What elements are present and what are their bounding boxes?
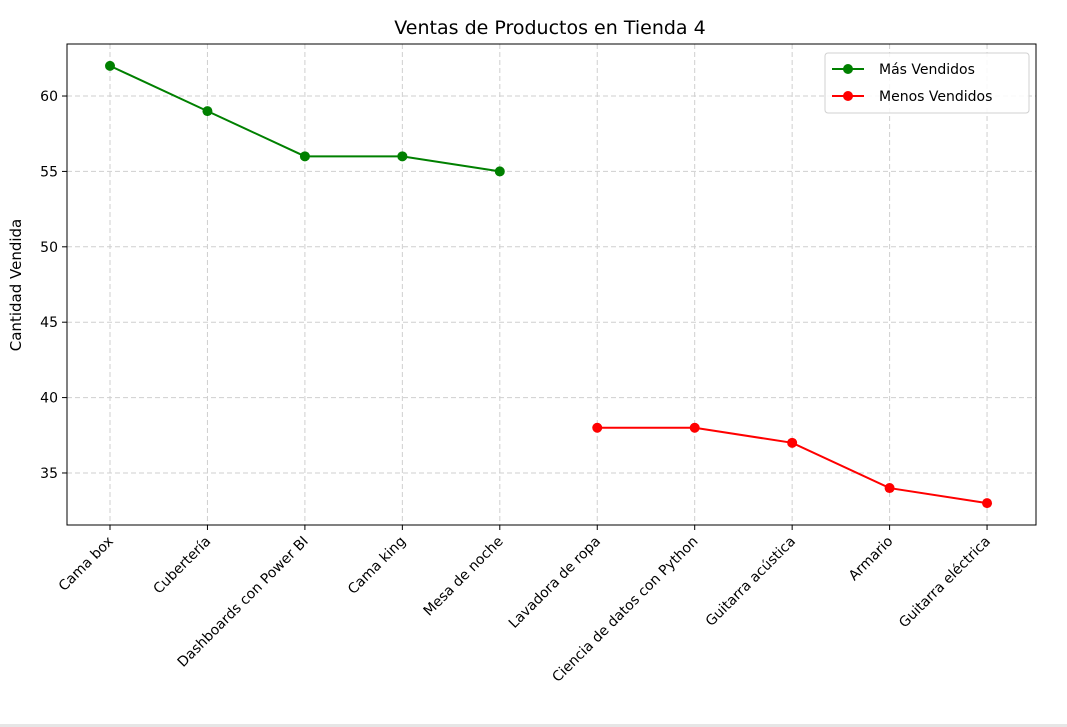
x-tick-label: Mesa de noche: [421, 534, 507, 620]
x-tick-label: Guitarra eléctrica: [896, 534, 994, 632]
grid: [67, 44, 1036, 525]
y-tick-label: 40: [40, 391, 58, 407]
data-point: [299, 151, 310, 162]
data-point: [982, 498, 993, 509]
window-bottom-edge: [0, 724, 1067, 727]
plot-series: [105, 60, 993, 509]
data-point: [884, 483, 895, 494]
x-tick-label: Guitarra acústica: [703, 534, 799, 630]
y-ticks: 35 40 45 50 55 60: [40, 89, 67, 482]
data-point: [202, 106, 213, 117]
y-tick-label: 45: [40, 315, 58, 331]
legend-box: [824, 52, 1030, 114]
plot-frame: [66, 43, 1037, 526]
x-tick-label: Cama king: [345, 534, 409, 598]
data-point: [397, 151, 408, 162]
y-tick-label: 60: [40, 89, 58, 105]
data-point: [592, 422, 603, 433]
legend-swatch-marker: [843, 91, 853, 101]
chart-title: Ventas de Productos en Tienda 4: [394, 17, 705, 39]
data-point: [494, 166, 505, 177]
legend-swatch-marker: [843, 64, 853, 74]
legend: Más Vendidos Menos Vendidos: [824, 52, 1030, 114]
legend-label: Menos Vendidos: [879, 89, 992, 105]
y-tick-label: 55: [40, 164, 58, 180]
x-tick-label: Armario: [846, 534, 897, 585]
x-tick-label: Cubertería: [150, 534, 214, 598]
x-tick-label: Cama box: [56, 534, 117, 595]
y-tick-label: 35: [40, 466, 58, 482]
data-point: [787, 437, 798, 448]
legend-label: Más Vendidos: [879, 62, 975, 78]
x-tick-label: Lavadora de ropa: [506, 534, 604, 632]
data-point: [105, 60, 115, 71]
y-tick-label: 50: [40, 240, 58, 256]
y-axis-label: Cantidad Vendida: [7, 219, 25, 351]
data-point: [689, 422, 700, 433]
